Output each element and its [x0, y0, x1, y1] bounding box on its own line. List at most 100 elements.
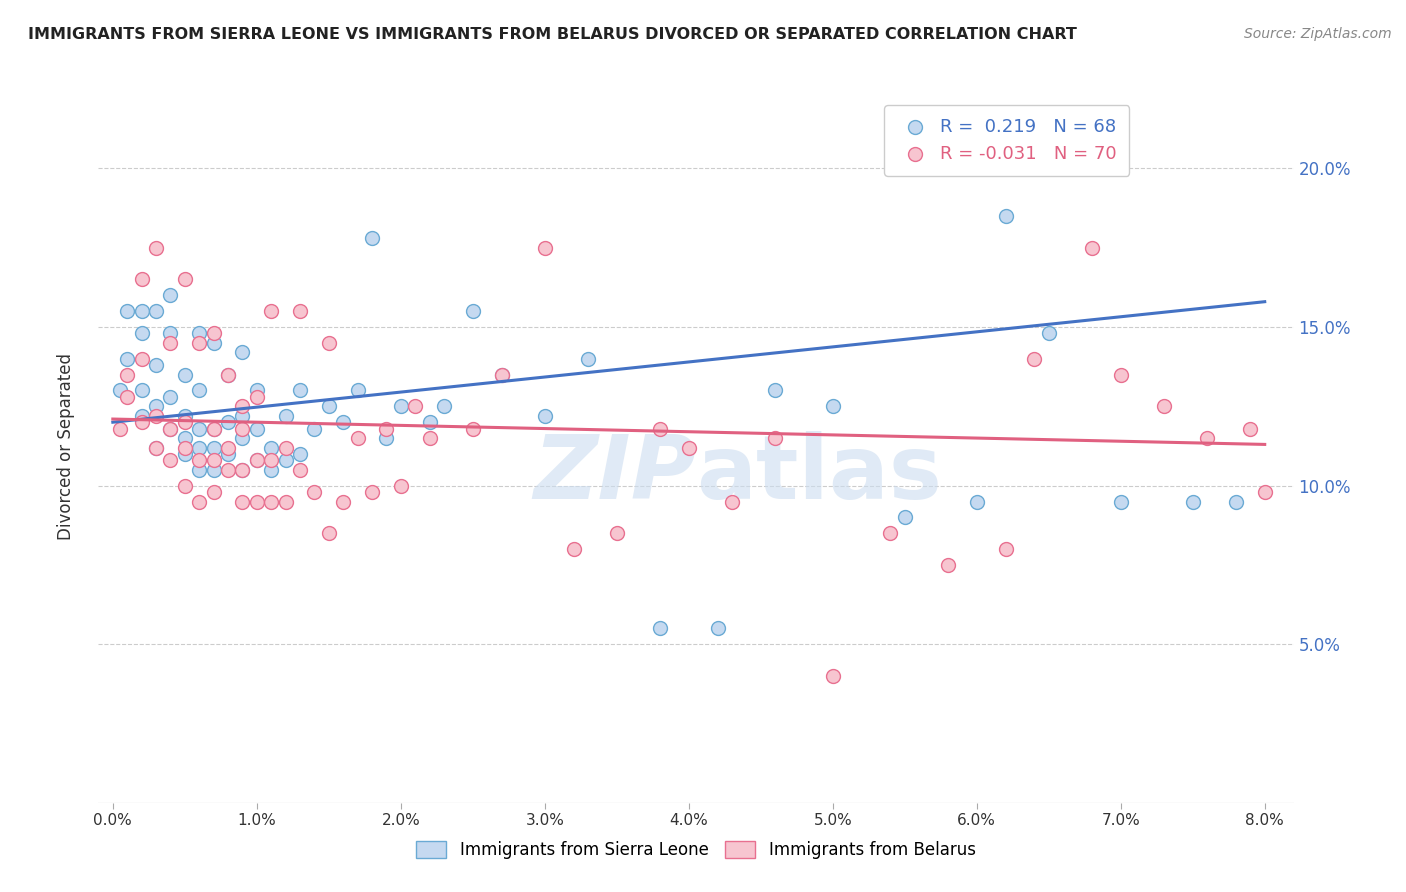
Point [318, 526, 340, 541]
Point [1081, 241, 1104, 255]
Point [131, 326, 153, 341]
Point [173, 447, 195, 461]
Point [260, 453, 283, 467]
Point [202, 453, 225, 467]
Point [274, 453, 297, 467]
Point [159, 335, 181, 350]
Point [145, 441, 167, 455]
Point [533, 409, 555, 423]
Point [1239, 421, 1261, 435]
Point [260, 304, 283, 318]
Point [533, 241, 555, 255]
Point [648, 421, 671, 435]
Point [108, 421, 131, 435]
Point [145, 441, 167, 455]
Point [318, 335, 340, 350]
Point [246, 390, 269, 404]
Point [893, 510, 915, 524]
Point [419, 431, 441, 445]
Point [159, 421, 181, 435]
Point [763, 384, 786, 398]
Point [246, 453, 269, 467]
Point [304, 421, 326, 435]
Point [159, 453, 181, 467]
Point [1024, 351, 1046, 366]
Point [188, 421, 211, 435]
Point [461, 421, 484, 435]
Point [131, 409, 153, 423]
Point [188, 494, 211, 508]
Point [188, 463, 211, 477]
Point [115, 390, 138, 404]
Point [145, 409, 167, 423]
Point [188, 384, 211, 398]
Point [346, 431, 368, 445]
Point [1197, 431, 1219, 445]
Point [1109, 368, 1132, 382]
Point [332, 494, 354, 508]
Point [188, 453, 211, 467]
Point [131, 272, 153, 286]
Point [1181, 494, 1204, 508]
Point [994, 209, 1017, 223]
Point [246, 384, 269, 398]
Point [821, 400, 844, 414]
Point [108, 384, 131, 398]
Point [678, 441, 700, 455]
Point [274, 494, 297, 508]
Point [188, 326, 211, 341]
Point [304, 485, 326, 500]
Point [131, 351, 153, 366]
Point [202, 485, 225, 500]
Point [260, 494, 283, 508]
Point [346, 384, 368, 398]
Point [115, 304, 138, 318]
Point [706, 621, 728, 635]
Point [173, 368, 195, 382]
Point [274, 409, 297, 423]
Point [361, 485, 384, 500]
Point [260, 441, 283, 455]
Point [288, 384, 311, 398]
Point [231, 494, 253, 508]
Point [491, 368, 513, 382]
Text: atlas: atlas [696, 431, 942, 518]
Point [231, 431, 253, 445]
Point [966, 494, 988, 508]
Point [202, 441, 225, 455]
Point [202, 421, 225, 435]
Point [173, 478, 195, 492]
Point [217, 447, 239, 461]
Point [246, 421, 269, 435]
Point [389, 478, 412, 492]
Point [260, 463, 283, 477]
Point [202, 421, 225, 435]
Point [231, 463, 253, 477]
Point [217, 368, 239, 382]
Text: ZIP: ZIP [533, 431, 696, 518]
Point [231, 421, 253, 435]
Point [419, 415, 441, 429]
Point [145, 358, 167, 372]
Point [288, 463, 311, 477]
Point [562, 542, 585, 557]
Point [131, 304, 153, 318]
Legend: Immigrants from Sierra Leone, Immigrants from Belarus: Immigrants from Sierra Leone, Immigrants… [409, 834, 983, 866]
Point [1038, 326, 1060, 341]
Point [389, 400, 412, 414]
Point [491, 368, 513, 382]
Point [217, 415, 239, 429]
Point [217, 463, 239, 477]
Text: Source: ZipAtlas.com: Source: ZipAtlas.com [1244, 27, 1392, 41]
Point [1109, 494, 1132, 508]
Point [1225, 494, 1247, 508]
Point [246, 494, 269, 508]
Point [461, 304, 484, 318]
Point [173, 415, 195, 429]
Point [821, 669, 844, 683]
Point [375, 431, 398, 445]
Point [145, 400, 167, 414]
Point [173, 441, 195, 455]
Point [231, 400, 253, 414]
Point [648, 621, 671, 635]
